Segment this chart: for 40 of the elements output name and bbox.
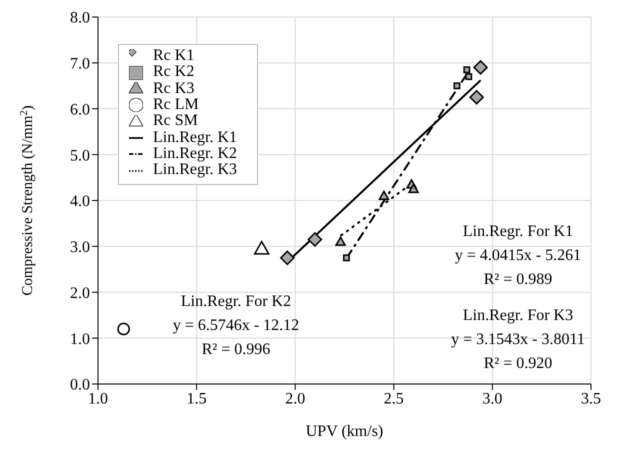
- y-tick-label: 8.0: [70, 10, 90, 27]
- y-tick-label: 5.0: [70, 147, 90, 164]
- x-tick-label: 2.0: [285, 390, 306, 408]
- point: [469, 90, 484, 105]
- point: [335, 236, 346, 246]
- point: [280, 250, 295, 266]
- y-tick-label: 0.0: [70, 376, 90, 394]
- y-tick-label: 6.0: [70, 101, 90, 118]
- legend-label: Rc K1: [153, 47, 194, 64]
- point: [343, 254, 350, 262]
- x-tick-label: 3.0: [482, 390, 502, 408]
- y-tick-label: 7.0: [70, 56, 90, 73]
- point: [378, 190, 390, 200]
- y-tick-label: 3.0: [70, 239, 90, 256]
- y-tick-label: 4.0: [70, 193, 90, 210]
- point: [463, 66, 470, 74]
- point: [117, 322, 130, 336]
- x-tick-label: 1.5: [186, 390, 207, 408]
- legend-label: Lin.Regr. K2: [153, 144, 237, 162]
- legend-label: Rc K2: [153, 63, 194, 80]
- annotation: Lin.Regr. For K3 y = 3.1543x - 3.8011 R² = 0.920: [451, 306, 585, 374]
- point: [465, 73, 472, 80]
- point: [408, 184, 419, 194]
- point: [453, 82, 460, 90]
- x-tick-label: 2.5: [384, 390, 404, 408]
- y-tick-label: 1.0: [70, 330, 90, 348]
- y-tick-label: 2.0: [70, 284, 90, 302]
- legend-label: Rc SM: [153, 112, 198, 130]
- annotation: Lin.Regr. For K2 y = 6.5746x - 12.12 R² = 0.996: [172, 292, 300, 360]
- point: [308, 232, 322, 247]
- x-tick-label: 3.5: [581, 390, 601, 408]
- legend-label: Lin.Regr. K3: [153, 161, 237, 178]
- point: [473, 60, 488, 75]
- legend-label: Rc LM: [153, 96, 199, 113]
- x-axis-title: UPV (km/s): [306, 423, 384, 440]
- x-tick-label: 1.0: [88, 390, 108, 408]
- legend-label: Rc K3: [153, 80, 194, 97]
- legend-label: Lin.Regr. K1: [153, 128, 237, 146]
- point: [254, 240, 270, 255]
- annotation: Lin.Regr. For K1 y = 4.0415x - 5.261 R² = 0.989: [454, 222, 582, 290]
